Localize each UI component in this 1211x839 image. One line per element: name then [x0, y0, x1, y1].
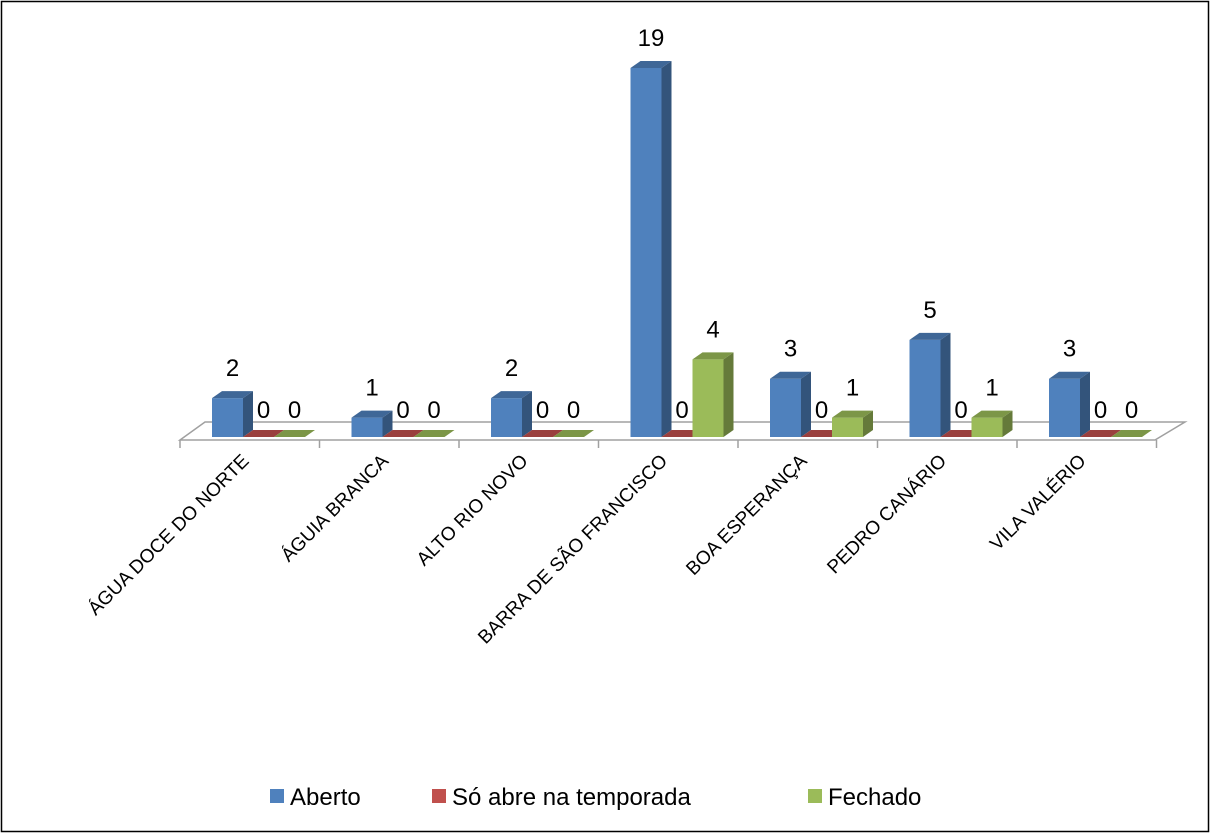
legend-swatch [270, 789, 284, 803]
bar-face [770, 378, 801, 437]
legend-label: Só abre na temporada [452, 784, 691, 811]
bar [413, 430, 455, 437]
bar-face [661, 61, 672, 437]
bar [832, 410, 873, 437]
bar-face [770, 371, 811, 379]
data-label: 0 [1125, 397, 1138, 424]
bar-face [909, 332, 951, 340]
data-label: 5 [923, 297, 936, 324]
data-label: 4 [706, 316, 719, 343]
bar-face [382, 430, 424, 437]
bar-face [940, 332, 951, 437]
bar [522, 430, 563, 437]
bar-face [832, 417, 863, 437]
bar-face [212, 398, 243, 437]
bar-face [630, 68, 662, 437]
data-label: 0 [427, 397, 440, 424]
bar-face [522, 430, 563, 437]
bar [661, 430, 703, 437]
data-label: 1 [846, 375, 859, 402]
data-label: 0 [257, 397, 270, 424]
bar-face [1111, 430, 1152, 437]
data-label: 0 [1094, 397, 1107, 424]
bar-face [351, 410, 393, 418]
bar [971, 410, 1013, 437]
bar [351, 410, 393, 437]
bar [212, 391, 253, 437]
bar [909, 332, 951, 437]
data-label: 0 [675, 397, 688, 424]
legend-label: Fechado [828, 784, 921, 811]
data-label: 19 [638, 25, 665, 52]
bar-face [1002, 410, 1013, 437]
bar-face [1049, 371, 1090, 379]
bar-face [522, 391, 532, 437]
bar [382, 430, 424, 437]
bar-face [274, 430, 315, 437]
bar-face [243, 391, 253, 437]
bar-face [491, 391, 532, 399]
legend-swatch [808, 789, 822, 803]
data-label: 1 [985, 375, 998, 402]
bar [692, 352, 734, 437]
bar-face [491, 398, 522, 437]
bar-face [243, 430, 284, 437]
bar-face [1080, 430, 1121, 437]
data-label: 0 [396, 397, 409, 424]
bar-face [692, 352, 734, 360]
data-label: 0 [954, 397, 967, 424]
data-label: 0 [288, 397, 301, 424]
bar [801, 430, 842, 437]
bar-face [1080, 371, 1090, 437]
bar-face [909, 339, 941, 437]
bar-face [971, 417, 1003, 437]
bar-face [413, 430, 455, 437]
bar-face [630, 61, 672, 68]
bar-face [801, 430, 842, 437]
bar-face [971, 410, 1013, 418]
bar-face [723, 352, 734, 437]
data-label: 0 [536, 397, 549, 424]
bar-face [1049, 378, 1080, 437]
bar-face [553, 430, 594, 437]
bar-face [832, 410, 873, 418]
data-label: 0 [567, 397, 580, 424]
bar [1049, 371, 1090, 437]
bar [940, 430, 982, 437]
bar-face [692, 359, 724, 437]
data-label: 2 [505, 355, 518, 382]
floor [177, 421, 1188, 441]
bar [1111, 430, 1152, 437]
bar [553, 430, 594, 437]
bar [770, 371, 811, 437]
data-label: 1 [365, 375, 378, 402]
bar [274, 430, 315, 437]
data-label: 3 [784, 336, 797, 363]
bar-face [863, 410, 873, 437]
legend-swatch [432, 789, 446, 803]
bar [1080, 430, 1121, 437]
bar [630, 61, 672, 437]
legend-label: Aberto [290, 784, 361, 811]
data-label: 3 [1063, 336, 1076, 363]
bar [243, 430, 284, 437]
data-label: 2 [226, 355, 239, 382]
bar-face [351, 417, 383, 437]
bar-face [801, 371, 811, 437]
bar-face [382, 410, 393, 437]
bar [491, 391, 532, 437]
bar-face [661, 430, 703, 437]
bar-face [212, 391, 253, 399]
bar-face [940, 430, 982, 437]
data-label: 0 [815, 397, 828, 424]
